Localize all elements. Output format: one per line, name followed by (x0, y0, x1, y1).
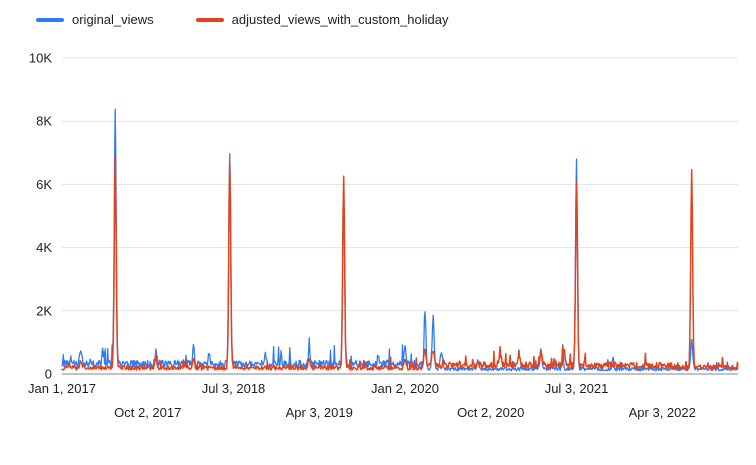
y-axis-label: 0 (45, 367, 52, 382)
legend-item-original_views: original_views (36, 12, 154, 27)
legend-item-adjusted_views_with_custom_holiday: adjusted_views_with_custom_holiday (195, 12, 449, 27)
legend-label: adjusted_views_with_custom_holiday (231, 12, 449, 27)
legend-label: original_views (72, 12, 154, 27)
y-axis-label: 10K (29, 51, 52, 66)
x-axis-label: Jan 1, 2017 (28, 381, 96, 396)
y-axis-label: 8K (36, 114, 52, 129)
x-axis-label: Oct 2, 2017 (114, 405, 181, 420)
series-line-original_views (61, 108, 739, 372)
chart-legend: original_views adjusted_views_with_custom… (36, 12, 448, 27)
series-line-adjusted_views_with_custom_holiday (61, 154, 739, 371)
x-axis-label: Apr 3, 2022 (629, 405, 696, 420)
y-axis-label: 2K (36, 303, 52, 318)
y-axis-label: 4K (36, 240, 52, 255)
y-axis-label: 6K (36, 177, 52, 192)
x-axis-label: Jan 2, 2020 (371, 381, 439, 396)
x-axis-label: Jul 3, 2021 (545, 381, 609, 396)
x-axis-label: Jul 3, 2018 (202, 381, 266, 396)
legend-swatch-icon (36, 17, 64, 22)
x-axis-label: Oct 2, 2020 (457, 405, 524, 420)
x-axis-label: Apr 3, 2019 (286, 405, 353, 420)
legend-swatch-icon (195, 17, 224, 22)
